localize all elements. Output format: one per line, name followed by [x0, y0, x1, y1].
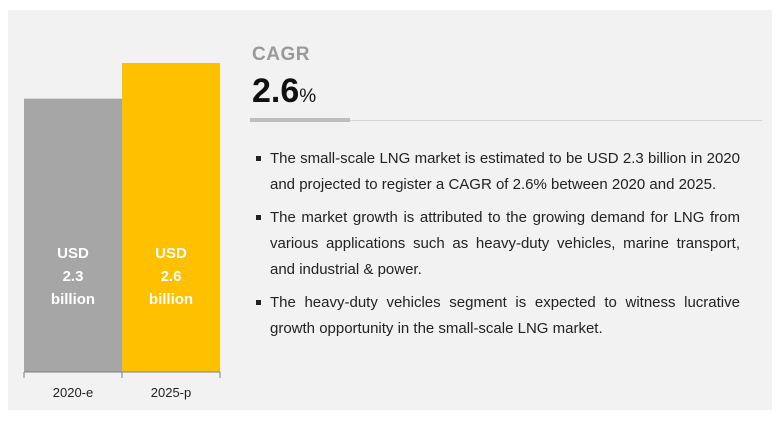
x-tick-label: 2020-e	[53, 385, 93, 400]
cagr-label: CAGR	[252, 44, 310, 65]
key-points-list: The small-scale LNG market is estimated …	[256, 146, 740, 349]
bar-value-label: billion	[149, 291, 193, 308]
bar-value-label: billion	[51, 291, 95, 308]
bar-value-label: USD	[155, 245, 187, 262]
bar-value-label: 2.6	[161, 268, 182, 285]
key-point: The heavy-duty vehicles segment is expec…	[256, 290, 740, 342]
x-tick-label: 2025-p	[151, 385, 191, 400]
key-point: The market growth is attributed to the g…	[256, 205, 740, 283]
cagr-number: 2.6	[252, 72, 300, 110]
divider-accent	[250, 118, 350, 122]
cagr-value: 2.6%	[252, 72, 316, 111]
x-axis: 2020-e 2025-p	[23, 371, 221, 400]
key-point: The small-scale LNG market is estimated …	[256, 146, 740, 198]
divider-line	[250, 120, 762, 121]
bar-2025-p	[122, 63, 220, 372]
bar-value-label: USD	[57, 245, 89, 262]
bar-value-label: 2.3	[63, 268, 84, 285]
bar-2020-e	[24, 98, 122, 373]
bars-group: USD 2.3 billion USD 2.6 billion	[24, 63, 220, 373]
cagr-unit: %	[299, 86, 317, 107]
